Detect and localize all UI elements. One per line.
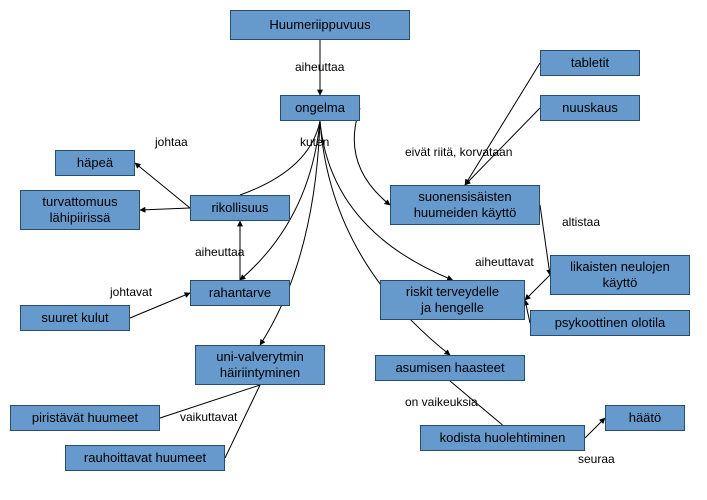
- edge-label-huumeriippuvuus-ongelma: aiheuttaa: [295, 60, 344, 74]
- node-likaisten: likaisten neulojen käyttö: [550, 255, 690, 295]
- edge-rikollisuus-turvattomuus: [140, 208, 190, 210]
- node-turvattomuus: turvattomuus lähipiirissä: [20, 190, 140, 230]
- edge-label-tabletit-suonensisaisten: eivät riitä, korvataan: [405, 145, 512, 159]
- node-piristavat: piristävät huumeet: [10, 405, 160, 431]
- edge-label-likaisten-riskit: aiheuttavat: [475, 255, 534, 269]
- node-univalve: uni-valverytmin häiriintyminen: [195, 345, 325, 385]
- edge-kodista-haato: [585, 418, 605, 438]
- edge-suonensisaisten-likaisten: [540, 205, 550, 275]
- edge-label-piristavat-univalve: vaikuttavat: [180, 410, 237, 424]
- edge-ongelma-suonensisaisten: [354, 108, 390, 205]
- node-asumisen: asumisen haasteet: [375, 355, 525, 381]
- node-rahantarve: rahantarve: [190, 280, 290, 306]
- node-rauhoittavat: rauhoittavat huumeet: [65, 445, 225, 471]
- edge-label-kodista-haato: seuraa: [578, 452, 615, 466]
- edge-label-suuret_kulut-rahantarve: johtavat: [110, 285, 152, 299]
- node-nuuskaus: nuuskaus: [540, 95, 640, 121]
- edge-likaisten-riskit: [525, 275, 550, 300]
- edge-label-suonensisaisten-likaisten: altistaa: [562, 215, 600, 229]
- node-suuret_kulut: suuret kulut: [20, 305, 130, 331]
- node-ongelma: ongelma: [280, 95, 360, 121]
- node-riskit: riskit terveydelle ja hengelle: [380, 280, 525, 320]
- node-rikollisuus: rikollisuus: [190, 195, 290, 221]
- concept-map-canvas: Huumeriippuvuus ongelma tabletit nuuskaus hä…: [0, 0, 707, 500]
- node-suonensisaisten: suonensisäisten huumeiden käyttö: [390, 185, 540, 225]
- node-huumeriippuvuus: Huumeriippuvuus: [230, 10, 410, 40]
- node-tabletit: tabletit: [540, 50, 640, 76]
- edge-tabletit-suonensisaisten: [465, 63, 540, 185]
- node-haato: häätö: [605, 405, 685, 431]
- node-psykoottinen: psykoottinen olotila: [530, 310, 690, 336]
- edge-label-asumisen-kodista: on vaikeuksia: [405, 395, 478, 409]
- node-hapea: häpeä: [55, 150, 135, 176]
- edge-ongelma-rikollisuus: [240, 121, 320, 195]
- edge-ongelma-univalve: [260, 121, 320, 345]
- edge-label-rikollisuus-hapea: johtaa: [155, 135, 188, 149]
- edge-label-ongelma-rikollisuus: kuten: [300, 135, 329, 149]
- edge-rikollisuus-hapea: [135, 163, 190, 208]
- node-kodista: kodista huolehtiminen: [420, 425, 585, 451]
- edge-label-rahantarve-rikollisuus: aiheuttaa: [195, 245, 244, 259]
